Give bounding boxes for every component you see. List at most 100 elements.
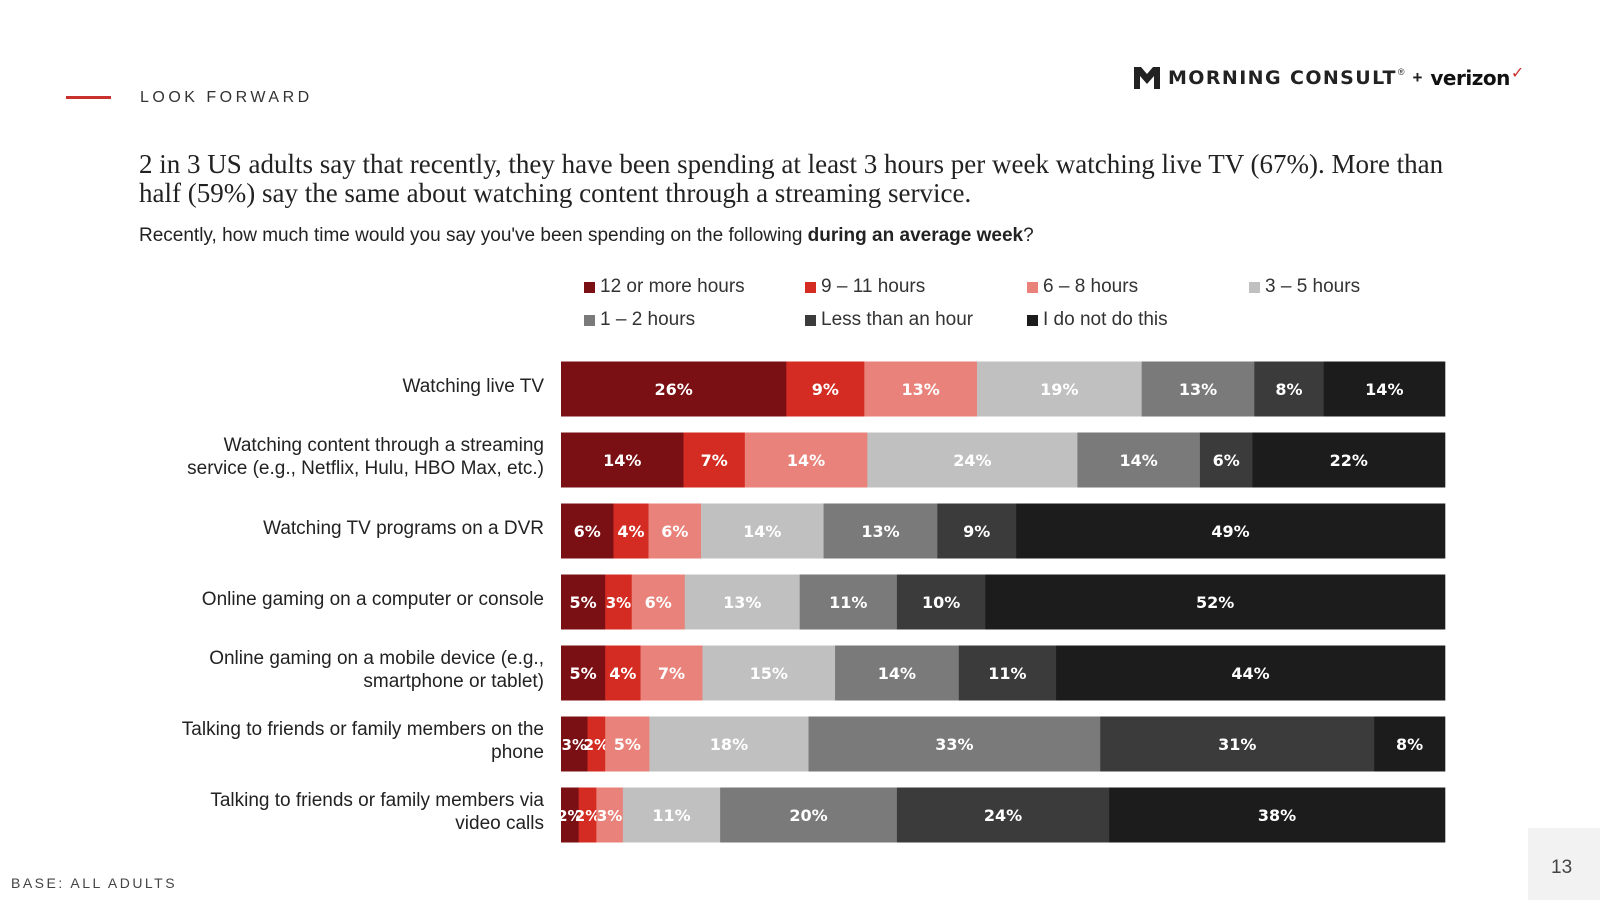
category-label-line: Watching TV programs on a DVR <box>263 517 544 539</box>
legend-swatch <box>805 281 816 293</box>
legend-label: 9 – 11 hours <box>821 276 926 297</box>
bar-value-label: 3% <box>597 807 622 825</box>
category-label-line: Online gaming on a computer or console <box>201 588 544 610</box>
bar-value-label: 5% <box>614 735 641 754</box>
legend-swatch <box>584 281 595 293</box>
bar-segment-9-11-hours <box>786 361 865 417</box>
bar-segment-1-2-hours <box>1141 361 1255 417</box>
legend-label: 3 – 5 hours <box>1265 276 1361 297</box>
bar-value-label: 13% <box>723 593 761 612</box>
bar-segment-9-11-hours <box>613 503 649 559</box>
bar-segment-3-5-hours <box>622 787 721 843</box>
bar-segment-less-than-an-hour <box>1254 361 1324 417</box>
bar-value-label: 20% <box>789 806 827 825</box>
bar-segment-12-or-more-hours <box>561 503 614 559</box>
category-label: Online gaming on a computer or console <box>124 588 544 611</box>
bar-segment-1-2-hours <box>835 645 960 701</box>
bar-segment-i-do-not-do-this <box>1056 645 1446 701</box>
bar-value-label: 14% <box>743 522 781 541</box>
bar-row-2: 14% 7% 14% 24% 14% 6% 22% <box>561 432 1446 488</box>
question-text: Recently, how much time would you say yo… <box>139 225 808 246</box>
bar-value-label: 6% <box>645 593 672 612</box>
legend-item-6-8-hours: 6 – 8 hours <box>1027 276 1138 298</box>
legend-label: Less than an hour <box>821 309 974 330</box>
legend-swatch <box>584 314 595 326</box>
bar-segment-12-or-more-hours <box>561 645 606 701</box>
bar-segment-9-11-hours <box>683 432 746 488</box>
bar-value-label: 11% <box>829 593 867 612</box>
bar-row-6: 3%2% 5% 18% 33% 31% 8% <box>561 716 1446 772</box>
logo-partner-name: verizon <box>1430 66 1510 90</box>
bar-segment-6-8-hours <box>596 787 624 843</box>
bar-value-label: 3% <box>562 736 587 754</box>
bar-segment-3-5-hours <box>684 574 800 630</box>
bar-value-label: 6% <box>1213 451 1240 470</box>
bar-segment-3-5-hours <box>702 645 836 701</box>
bar-value-label: 3% <box>606 594 631 612</box>
legend-item-i-do-not-do-this: I do not do this <box>1027 309 1168 331</box>
category-label: Watching TV programs on a DVR <box>124 517 544 540</box>
bar-value-label: 52% <box>1196 593 1234 612</box>
bar-value-label: 44% <box>1231 664 1269 683</box>
legend-item-12-or-more-hours: 12 or more hours <box>584 276 745 298</box>
category-label-line: Talking to friends or family members via <box>210 790 544 811</box>
legend-swatch <box>1027 314 1038 326</box>
bar-segment-9-11-hours <box>605 645 641 701</box>
bar-segment-12-or-more-hours <box>561 432 684 488</box>
bar-segment-less-than-an-hour <box>896 787 1110 843</box>
legend-label: 6 – 8 hours <box>1043 276 1139 297</box>
bar-value-label: 6% <box>574 522 601 541</box>
bar-segment-i-do-not-do-this <box>1374 716 1446 772</box>
bar-value-label: 8% <box>1275 380 1302 399</box>
bar-value-label: 22% <box>1330 451 1368 470</box>
bar-value-label: 15% <box>750 664 788 683</box>
bar-segment-3-5-hours <box>977 361 1142 417</box>
logo-brand-name: MORNING CONSULT <box>1168 67 1397 89</box>
bar-segment-9-11-hours <box>578 787 597 843</box>
category-label-line: Watching content through a streaming <box>223 435 544 456</box>
question-emphasis: during an average week <box>807 225 1024 246</box>
bar-segment-less-than-an-hour <box>896 574 986 630</box>
bar-value-label: 14% <box>878 664 916 683</box>
category-label-line: Watching live TV <box>402 375 545 397</box>
bar-value-label: 26% <box>655 380 693 399</box>
bar-value-label: 9% <box>812 380 839 399</box>
bar-value-label: 5% <box>570 593 597 612</box>
bar-segment-3-5-hours <box>649 716 809 772</box>
bar-value-label: 7% <box>701 451 728 470</box>
bar-value-label: 9% <box>963 522 990 541</box>
bar-segment-1-2-hours <box>1077 432 1201 488</box>
bar-value-label: 49% <box>1211 522 1249 541</box>
category-label-line: Online gaming on a mobile device (e.g., <box>209 648 544 669</box>
category-label-line: smartphone or tablet) <box>363 671 544 692</box>
bar-value-label: 10% <box>922 593 960 612</box>
bar-row-5: 5% 4% 7% 15% 14% 11% 44% <box>561 645 1446 701</box>
bar-value-label: 11% <box>988 664 1026 683</box>
bar-value-label: 24% <box>984 806 1022 825</box>
bar-segment-less-than-an-hour <box>958 645 1057 701</box>
bar-value-label: 2% <box>575 807 600 825</box>
brand-logo: MORNING CONSULT ® + verizon ✓ <box>1134 65 1524 90</box>
bar-value-label: 2% <box>584 736 609 754</box>
legend-label: 12 or more hours <box>600 276 745 297</box>
legend-swatch <box>1249 281 1260 293</box>
bar-segment-9-11-hours <box>587 716 606 772</box>
bar-value-label: 2% <box>557 807 582 825</box>
bar-segment-9-11-hours <box>605 574 633 630</box>
bar-segment-12-or-more-hours <box>561 787 579 843</box>
category-label: Talking to friends or family members via… <box>124 789 544 835</box>
bar-value-label: 13% <box>861 522 899 541</box>
legend-label: I do not do this <box>1043 309 1168 330</box>
survey-question: Recently, how much time would you say yo… <box>139 225 1034 247</box>
section-label: LOOK FORWARD <box>140 89 313 106</box>
bar-segment-12-or-more-hours <box>561 361 787 417</box>
page-number-box <box>1528 828 1600 900</box>
bar-segment-6-8-hours <box>605 716 650 772</box>
logo-plus: + <box>1412 68 1423 87</box>
bar-value-label: 19% <box>1040 380 1078 399</box>
bar-value-label: 14% <box>603 451 641 470</box>
bar-segment-i-do-not-do-this <box>1016 503 1446 559</box>
bar-segment-1-2-hours <box>823 503 938 559</box>
legend-item-less-than-an-hour: Less than an hour <box>805 309 973 331</box>
legend-swatch <box>805 314 816 326</box>
